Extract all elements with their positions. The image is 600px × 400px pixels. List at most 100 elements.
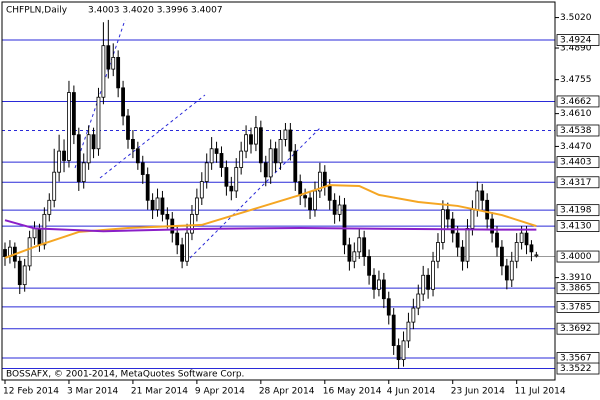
moving-average xyxy=(4,219,537,233)
candle-body xyxy=(135,148,140,164)
candle-body xyxy=(150,199,155,211)
candle-body xyxy=(406,321,411,342)
candle-body xyxy=(327,185,332,201)
candle-body xyxy=(106,45,111,70)
candle-body xyxy=(529,244,534,253)
candle-body xyxy=(480,190,485,201)
candle-body xyxy=(500,246,504,267)
candle-body xyxy=(47,199,52,215)
candle-body xyxy=(455,232,460,248)
candle-body xyxy=(224,167,229,187)
candle-body xyxy=(165,213,170,220)
candle-body xyxy=(485,199,490,220)
candle-body xyxy=(37,228,42,246)
candle-body xyxy=(416,293,421,309)
level-label: 3.4130 xyxy=(560,222,592,232)
candle-body xyxy=(194,197,199,215)
chart-title: CHFPLN,Daily xyxy=(6,6,68,16)
candle-body xyxy=(445,209,450,220)
candle-body xyxy=(62,150,66,161)
candle-body xyxy=(190,213,194,234)
x-tick-label: 28 Apr 2014 xyxy=(259,387,315,397)
levels xyxy=(2,39,555,370)
level-label-box xyxy=(556,250,600,263)
candle-body xyxy=(86,134,91,164)
candle-body xyxy=(116,56,121,89)
x-tick-label: 16 May 2014 xyxy=(323,387,382,397)
level-label-box xyxy=(556,282,600,295)
candle-body xyxy=(421,274,426,295)
candle-body xyxy=(91,134,96,150)
candle-body xyxy=(322,171,327,187)
candle-body xyxy=(504,265,509,281)
copyright: BOSSAFX, © 2001-2014, MetaQuotes Softwar… xyxy=(6,370,244,380)
candle-body xyxy=(52,171,57,201)
trendline xyxy=(99,94,206,179)
level-label: 3.4662 xyxy=(560,97,592,107)
candle-body xyxy=(396,345,401,361)
candle-body xyxy=(204,162,209,182)
candle-body xyxy=(391,314,396,346)
candle-body xyxy=(475,190,480,211)
candle-body xyxy=(303,195,308,199)
candle-body xyxy=(239,150,244,168)
level-label-box xyxy=(556,204,600,217)
y-tick-label: 3.4890 xyxy=(560,44,592,54)
candle-body xyxy=(317,171,322,192)
candle-body xyxy=(254,127,258,145)
candle-body xyxy=(332,199,337,215)
trendlines xyxy=(74,19,321,259)
x-tick-label: 9 Apr 2014 xyxy=(195,387,245,397)
candle-body xyxy=(67,92,71,161)
candle-body xyxy=(337,204,342,215)
candle-body xyxy=(372,274,376,290)
candle-body xyxy=(214,148,219,154)
candle-body xyxy=(175,232,180,246)
candle-body xyxy=(160,197,165,215)
candle-body xyxy=(514,242,519,262)
candle-body xyxy=(244,134,248,152)
candle-body xyxy=(283,129,288,140)
quote: 3.4003 3.4020 3.3996 3.4007 xyxy=(88,6,223,16)
candle-body xyxy=(229,185,234,192)
candle-body xyxy=(440,209,445,243)
candle-body xyxy=(357,237,362,253)
candle-body xyxy=(57,150,62,173)
candle-body xyxy=(258,127,263,164)
candle-body xyxy=(352,251,357,262)
candle-body xyxy=(431,260,435,290)
candle-body xyxy=(470,209,475,229)
candle-body xyxy=(342,204,347,246)
candle-body xyxy=(313,190,317,211)
candle-body xyxy=(465,228,470,262)
y-tick-label: 3.4755 xyxy=(560,75,592,85)
y-tick-label: 3.5020 xyxy=(560,13,592,23)
level-label: 3.3522 xyxy=(560,364,592,374)
level-label: 3.4538 xyxy=(560,126,592,136)
candle-body xyxy=(426,274,431,290)
candle-body xyxy=(155,197,160,211)
candle-body xyxy=(27,237,32,267)
candle-body xyxy=(145,174,150,201)
candle-body xyxy=(96,96,101,150)
level-label-box xyxy=(556,34,600,46)
candle-body xyxy=(234,167,239,192)
level-label-box xyxy=(556,322,600,335)
candle-body xyxy=(278,138,283,164)
candle-body xyxy=(273,148,278,164)
candle-body xyxy=(76,134,81,182)
level-label-box xyxy=(556,176,600,189)
level-label: 3.4317 xyxy=(560,178,592,188)
y-tick-label: 3.4470 xyxy=(560,142,592,152)
level-label-box xyxy=(556,220,600,232)
candle-body xyxy=(32,228,37,239)
candle-body xyxy=(126,115,130,140)
candle-body xyxy=(460,246,465,262)
candle-body xyxy=(101,45,106,98)
candle-body xyxy=(17,260,22,286)
candle-body xyxy=(121,87,125,117)
frame xyxy=(1,1,556,381)
candle-body xyxy=(111,56,116,70)
level-label-box xyxy=(556,95,600,108)
